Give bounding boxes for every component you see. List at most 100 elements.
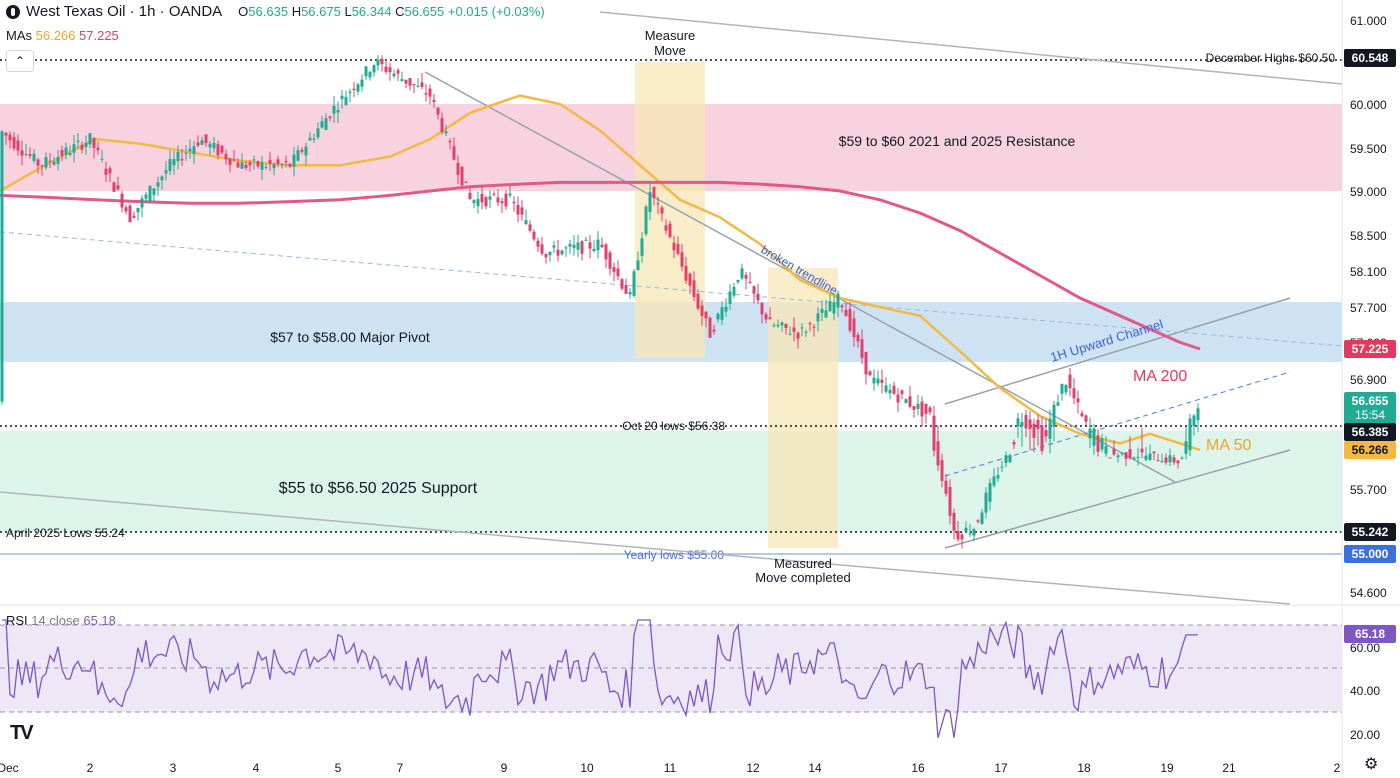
candle [1176, 460, 1180, 464]
candle [20, 150, 24, 156]
collapse-legend-button[interactable]: ⌃ [6, 50, 34, 72]
candle [324, 118, 328, 130]
candle [8, 134, 12, 141]
candle [768, 317, 772, 320]
ma200-line [0, 180, 1201, 351]
candle [892, 385, 896, 394]
candle [420, 82, 424, 87]
rsi-legend[interactable]: RSI 14 close 65.18 [6, 613, 116, 628]
x-tick-5: 7 [397, 761, 404, 775]
candle [392, 73, 396, 77]
candle [796, 332, 800, 339]
candle [824, 310, 828, 318]
candle [184, 152, 188, 154]
gear-icon[interactable]: ⚙ [1364, 756, 1379, 773]
channel-mid [944, 371, 1291, 477]
candle [836, 293, 840, 308]
candle [856, 334, 860, 342]
candle [844, 309, 848, 317]
candle [12, 137, 16, 149]
candle [732, 287, 736, 296]
candle [992, 476, 996, 486]
candle [616, 268, 620, 277]
candle [908, 396, 912, 407]
candle [980, 512, 984, 525]
candle [128, 205, 132, 223]
x-tick-2: 3 [170, 761, 177, 775]
candle [756, 293, 760, 301]
candle [476, 198, 480, 207]
candle [904, 399, 908, 403]
candle [180, 159, 184, 161]
candle [852, 318, 856, 338]
candle [652, 187, 656, 198]
candle [640, 238, 644, 256]
candle [428, 88, 432, 97]
ma-legend[interactable]: MAs 56.266 57.225 [6, 28, 119, 43]
y-tick-4: 58.500 [1350, 229, 1387, 243]
candle [608, 252, 612, 269]
lower-long-trendline [0, 491, 1291, 605]
candle [504, 193, 508, 207]
candle [196, 142, 200, 146]
ma200-value: 57.225 [79, 28, 119, 43]
candle [660, 207, 664, 214]
candle [40, 165, 44, 167]
y-tick-2: 59.500 [1350, 142, 1387, 156]
candle [368, 72, 372, 78]
candle [344, 96, 348, 106]
tag-april: 55.242 [1352, 525, 1389, 539]
candle [1088, 428, 1092, 439]
candle [44, 157, 48, 168]
x-tick-14: 19 [1160, 761, 1174, 775]
candle [740, 268, 744, 279]
candle [72, 144, 76, 153]
candle [960, 534, 964, 540]
candle [812, 326, 816, 328]
candle [496, 197, 500, 203]
candle [36, 159, 40, 166]
candle [1048, 418, 1052, 439]
candle [400, 79, 404, 82]
candle [580, 241, 584, 254]
candle [688, 273, 692, 286]
tag-oct20-bg [1344, 423, 1396, 441]
candle [84, 142, 88, 148]
candle [1164, 457, 1168, 463]
candle [308, 137, 312, 141]
candle [928, 407, 932, 413]
candle [244, 164, 248, 169]
candle [260, 162, 264, 170]
candle [672, 242, 676, 251]
candle [840, 305, 844, 308]
tag-april-bg [1344, 523, 1396, 541]
symbol-title[interactable]: West Texas Oil · 1h · OANDA [26, 3, 223, 20]
candle [532, 231, 536, 240]
candle [1068, 374, 1072, 389]
candle [720, 307, 724, 320]
candle [1028, 419, 1032, 430]
candle [372, 65, 376, 73]
candle [88, 133, 92, 145]
tradingview-logo[interactable]: TV [10, 722, 34, 744]
tag-last-bg [1344, 392, 1396, 424]
tag-ma50-bg [1344, 441, 1396, 459]
candle [776, 324, 780, 327]
candle [468, 192, 472, 199]
ma50-value: 56.266 [35, 28, 76, 43]
zone-label-0: $59 to $60 2021 and 2025 Resistance [839, 133, 1076, 149]
candle [52, 161, 56, 165]
candle [440, 117, 444, 133]
candle [1108, 457, 1112, 459]
candle [944, 480, 948, 494]
upper-long-trendline [599, 11, 1343, 85]
y-tick-8: 56.900 [1350, 373, 1387, 387]
candles [0, 55, 1200, 549]
candle [96, 147, 100, 151]
candle [204, 134, 208, 143]
candle [600, 244, 604, 248]
candle [516, 205, 520, 215]
candle [432, 99, 436, 102]
candle [436, 107, 440, 115]
